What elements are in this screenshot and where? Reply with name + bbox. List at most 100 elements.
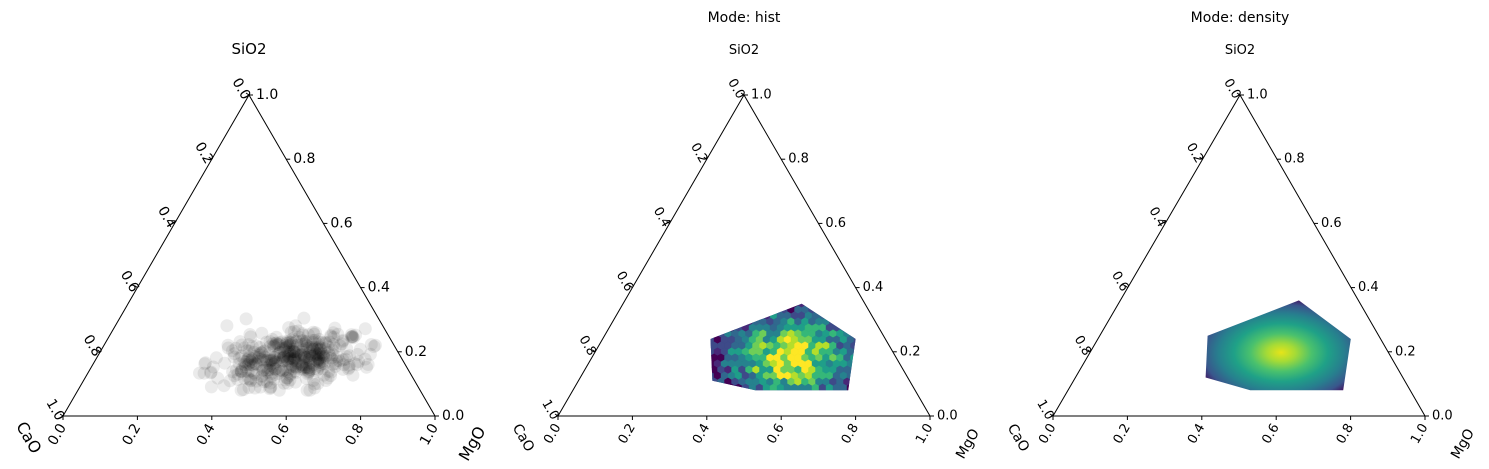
hist-cell — [724, 305, 732, 314]
hist-cell — [858, 378, 865, 386]
scatter-point — [284, 333, 298, 347]
scatter-point — [326, 357, 340, 371]
scatter-point — [276, 351, 290, 365]
scatter-point — [336, 362, 350, 376]
scatter-point — [326, 353, 339, 367]
scatter-point — [367, 340, 381, 353]
scatter-point — [223, 374, 237, 388]
tick-label-mgo: 1.0 — [913, 421, 936, 446]
scatter-point — [310, 337, 324, 351]
hist-cell — [853, 383, 856, 391]
scatter-point — [282, 339, 296, 353]
scatter-point — [296, 358, 309, 372]
scatter-point — [275, 355, 289, 369]
scatter-point — [273, 351, 287, 365]
scatter-point — [286, 353, 300, 367]
scatter-point — [256, 363, 270, 377]
scatter-point — [240, 353, 254, 367]
scatter-point — [267, 372, 281, 386]
scatter-point — [333, 339, 347, 353]
scatter-point — [286, 342, 300, 356]
hist-cell — [755, 383, 764, 391]
scatter-point — [328, 359, 342, 373]
hist-cell — [727, 303, 736, 308]
tick-label-cao: 0.0 — [1220, 76, 1243, 101]
scatter-point — [251, 351, 265, 365]
scatter-point — [273, 346, 287, 360]
tick-mark — [1049, 413, 1054, 417]
scatter-point — [302, 364, 316, 378]
scatter-point — [225, 344, 239, 358]
scatter-point — [255, 360, 269, 374]
tick-mark — [703, 156, 708, 160]
scatter-point — [315, 356, 329, 370]
tick-mark — [134, 285, 138, 289]
scatter-point — [284, 335, 298, 349]
scatter-point — [315, 362, 329, 376]
scatter-point — [238, 358, 252, 371]
hist-cell — [822, 305, 830, 314]
scatter-point — [248, 381, 262, 395]
scatter-point — [319, 374, 333, 387]
scatter-point — [289, 319, 303, 333]
scatter-point — [310, 350, 324, 364]
scatter-point — [310, 364, 324, 378]
scatter-point — [308, 333, 322, 347]
hist-cell — [858, 342, 865, 350]
scatter-point — [295, 337, 309, 351]
scatter-point — [299, 361, 313, 375]
tick-label-sio2: 0.4 — [368, 280, 390, 296]
scatter-point — [285, 355, 299, 368]
scatter-point — [288, 345, 302, 359]
scatter-point — [316, 348, 330, 362]
scatter-point — [234, 364, 248, 378]
scatter-point — [312, 352, 325, 366]
scatter-point — [307, 358, 320, 372]
panel-title: Mode: hist — [708, 10, 781, 26]
scatter-point — [221, 341, 235, 355]
axis-label-top: SiO2 — [231, 40, 266, 58]
scatter-point — [277, 350, 291, 364]
hist-cell — [710, 303, 715, 308]
scatter-point — [285, 358, 299, 372]
scatter-point — [288, 353, 301, 367]
scatter-points — [193, 311, 382, 397]
hist-cell — [846, 323, 855, 333]
scatter-point — [289, 365, 303, 379]
hist-cell — [741, 383, 750, 391]
hist-cell — [858, 306, 865, 314]
scatter-point — [255, 369, 269, 382]
panel-title: Mode: density — [1191, 10, 1290, 26]
scatter-point — [349, 328, 362, 342]
tick-label-mgo: 0.8 — [343, 421, 368, 448]
hist-cell — [734, 303, 743, 308]
scatter-point — [270, 336, 284, 350]
scatter-point — [287, 325, 301, 338]
scatter-point — [297, 363, 311, 377]
hist-cell — [710, 377, 711, 387]
scatter-point — [286, 337, 299, 351]
scatter-point — [336, 353, 350, 367]
scatter-point — [279, 363, 293, 377]
scatter-point — [253, 341, 267, 354]
scatter-point — [281, 334, 295, 348]
scatter-point — [204, 380, 218, 394]
hist-cell — [734, 311, 743, 321]
scatter-point — [317, 349, 330, 363]
tick-label-cao: 0.2 — [1183, 140, 1206, 165]
scatter-point — [296, 327, 309, 341]
scatter-point — [325, 343, 339, 357]
scatter-point — [253, 380, 267, 394]
scatter-point — [247, 366, 261, 380]
scatter-point — [248, 357, 262, 370]
hist-cell — [853, 371, 856, 381]
hist-cell — [853, 359, 856, 369]
scatter-point — [235, 338, 249, 352]
tick-label-sio2: 0.6 — [1321, 216, 1342, 231]
scatter-point — [364, 338, 378, 351]
hist-cell — [755, 303, 764, 308]
scatter-point — [324, 369, 338, 383]
density-surface — [1205, 300, 1351, 391]
scatter-point — [312, 332, 326, 346]
scatter-point — [274, 363, 288, 377]
